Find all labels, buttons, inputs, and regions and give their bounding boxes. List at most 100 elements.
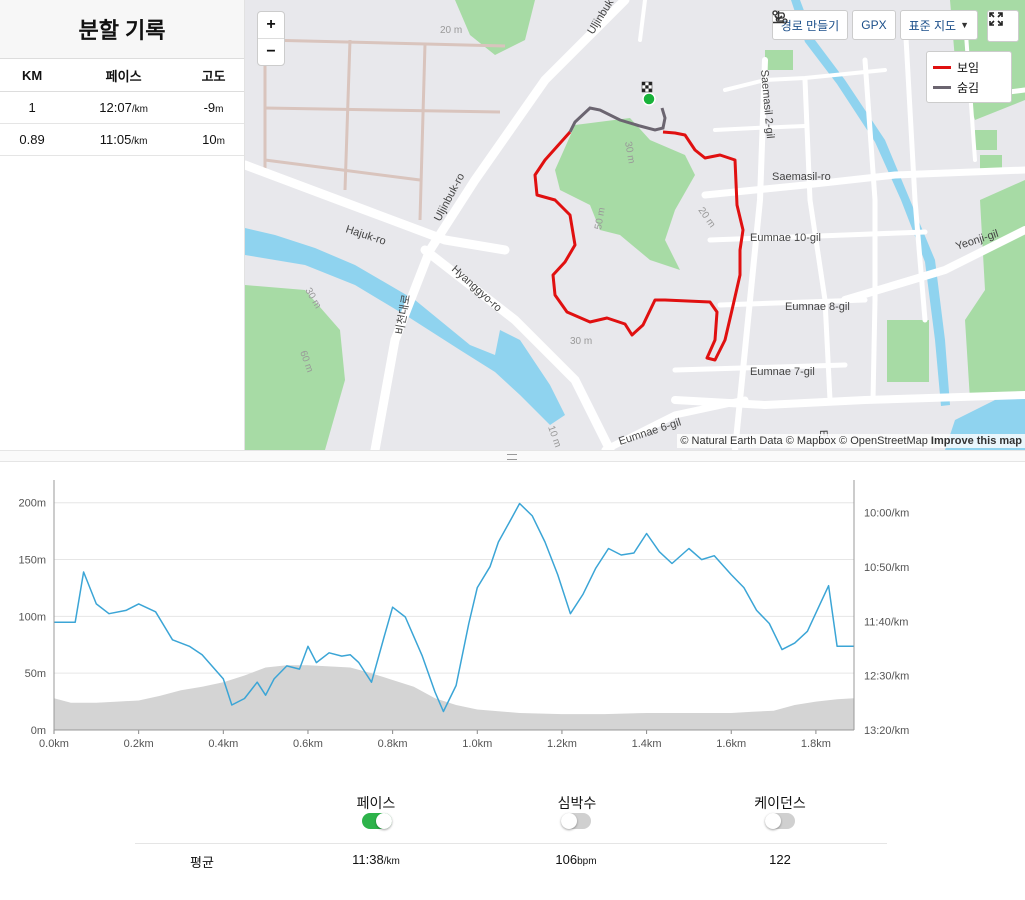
fullscreen-button[interactable] bbox=[987, 10, 1019, 42]
metric-pace-label: 페이스 bbox=[356, 795, 396, 811]
cadence-toggle[interactable] bbox=[765, 813, 795, 829]
average-heart-rate: 106bpm bbox=[555, 852, 597, 867]
x-tick-label: 0.2km bbox=[124, 738, 154, 750]
splits-title: 분할 기록 bbox=[0, 0, 244, 59]
y2-tick-label: 10:00/km bbox=[864, 508, 909, 520]
fullscreen-icon bbox=[989, 12, 1003, 26]
toggle-knob bbox=[561, 813, 577, 829]
park-area bbox=[455, 0, 535, 55]
metric-cadence-label: 케이던스 bbox=[754, 795, 806, 811]
y2-tick-label: 11:40/km bbox=[864, 616, 908, 628]
park-area bbox=[555, 118, 695, 270]
river bbox=[245, 228, 565, 425]
road-label: Eumnae 6-gil bbox=[617, 416, 682, 447]
elevation-pace-chart[interactable]: 0m 50m 100m 150m 200m 10:00/km 10:50/km 11:40/k… bbox=[0, 462, 1025, 752]
road-label: Hajuk-ro bbox=[344, 223, 387, 247]
y-tick-label: 100m bbox=[18, 611, 46, 623]
finish-flag-icon bbox=[641, 81, 653, 93]
x-tick-label: 1.2km bbox=[547, 738, 577, 750]
split-km: 1 bbox=[0, 91, 65, 124]
legend-swatch bbox=[933, 85, 951, 89]
y-tick-label: 0m bbox=[31, 725, 46, 737]
average-label: 평균 bbox=[190, 855, 214, 870]
map-style-select[interactable]: 표준 지도 ▼ bbox=[899, 10, 978, 40]
park-area bbox=[245, 285, 345, 450]
heart-rate-toggle[interactable] bbox=[561, 813, 591, 829]
header-elevation: 고도 bbox=[183, 59, 244, 92]
y2-tick-label: 12:30/km bbox=[864, 671, 909, 683]
metric-heart-rate-label: 심박수 bbox=[557, 795, 597, 811]
improve-map-link[interactable]: Improve this map bbox=[930, 435, 1022, 447]
y-tick-label: 50m bbox=[25, 668, 46, 680]
river bbox=[791, 0, 950, 406]
roads bbox=[245, 0, 1025, 450]
legend-item-visible[interactable]: 보임 bbox=[933, 57, 1005, 77]
x-tick-label: 0.8km bbox=[378, 738, 408, 750]
x-tick-label: 0.0km bbox=[39, 738, 69, 750]
route-hidden bbox=[568, 106, 667, 133]
pace-series-line bbox=[54, 502, 854, 713]
split-pace: 11:05/km bbox=[64, 123, 184, 156]
legend-item-hidden[interactable]: 숨김 bbox=[933, 77, 1005, 97]
road-label: Saemasil 2-gil bbox=[758, 69, 776, 139]
caret-down-icon: ▼ bbox=[960, 20, 969, 30]
contour-label: 10 m bbox=[545, 424, 563, 449]
park-area bbox=[887, 320, 929, 382]
x-tick-label: 1.0km bbox=[462, 738, 492, 750]
x-tick-label: 1.6km bbox=[716, 738, 746, 750]
resize-handle[interactable] bbox=[0, 450, 1025, 462]
road-label: Eumnae 8-gil bbox=[785, 301, 850, 313]
minor-roads bbox=[263, 38, 506, 221]
contour-label: 20 m bbox=[696, 205, 718, 230]
header-pace: 페이스 bbox=[64, 59, 184, 92]
elevation-area bbox=[54, 665, 854, 730]
road-label: Eumnae 7-gil bbox=[750, 366, 815, 378]
y-tick-label: 200m bbox=[18, 498, 46, 510]
zoom-control: + − bbox=[257, 11, 285, 66]
road-label: Hyanggyo-ro bbox=[449, 263, 504, 314]
split-pace: 12:07/km bbox=[64, 91, 184, 124]
average-pace: 11:38/km bbox=[352, 852, 400, 867]
map-canvas[interactable]: Hajuk-ro Uljinbuk-ro Uljinbuk-ro Hyanggy… bbox=[245, 0, 1025, 450]
route-legend: 보임 숨김 bbox=[926, 51, 1012, 103]
park-area bbox=[975, 130, 997, 150]
gpx-download-button[interactable]: GPX bbox=[772, 10, 896, 40]
gpx-label: GPX bbox=[861, 18, 887, 32]
table-row: 1 12:07/km -9m bbox=[0, 91, 244, 124]
road-label: Eumnae 10-gil bbox=[750, 232, 821, 244]
zoom-in-button[interactable]: + bbox=[266, 16, 276, 33]
x-tick-label: 0.6km bbox=[293, 738, 323, 750]
contour-label: 30 m bbox=[570, 336, 592, 347]
legend-label: 숨김 bbox=[957, 80, 980, 95]
park-area bbox=[965, 180, 1025, 400]
road-label: Saemasil-ro bbox=[772, 171, 831, 183]
drag-grip-icon bbox=[507, 454, 517, 460]
zoom-out-button[interactable]: − bbox=[258, 38, 284, 65]
start-marker bbox=[642, 92, 656, 106]
contour-label: 20 m bbox=[440, 25, 462, 36]
toggle-knob bbox=[376, 813, 392, 829]
map-toolbar: 경로 만들기 GPX 표준 지도 ▼ bbox=[771, 10, 978, 40]
split-km: 0.89 bbox=[0, 123, 65, 156]
contour-label: 50 m bbox=[593, 207, 608, 231]
table-row: 0.89 11:05/km 10m bbox=[0, 123, 244, 156]
divider-line bbox=[135, 843, 887, 844]
legend-label: 보임 bbox=[957, 60, 980, 75]
route-map[interactable]: Hajuk-ro Uljinbuk-ro Uljinbuk-ro Hyanggy… bbox=[245, 0, 1025, 450]
pace-toggle[interactable] bbox=[362, 813, 392, 829]
attribution-text[interactable]: © Natural Earth Data © Mapbox © OpenStre… bbox=[680, 435, 928, 447]
route-icon bbox=[772, 10, 788, 24]
x-tick-label: 1.8km bbox=[801, 738, 831, 750]
contour-label: 30 m bbox=[622, 141, 637, 165]
header-km: KM bbox=[0, 59, 65, 92]
create-route-label: 경로 만들기 bbox=[780, 18, 840, 33]
download-icon bbox=[772, 11, 784, 24]
legend-swatch bbox=[933, 65, 951, 69]
x-tick-label: 1.4km bbox=[632, 738, 662, 750]
average-cadence: 122 bbox=[769, 852, 791, 867]
map-attribution: © Natural Earth Data © Mapbox © OpenStre… bbox=[677, 434, 1025, 448]
create-route-button[interactable]: 경로 만들기 bbox=[771, 10, 849, 40]
toggle-knob bbox=[765, 813, 781, 829]
map-style-label: 표준 지도 bbox=[908, 18, 957, 33]
splits-panel: 분할 기록 KM 페이스 고도 1 12:07/km -9m 0.89 11:0… bbox=[0, 0, 245, 450]
